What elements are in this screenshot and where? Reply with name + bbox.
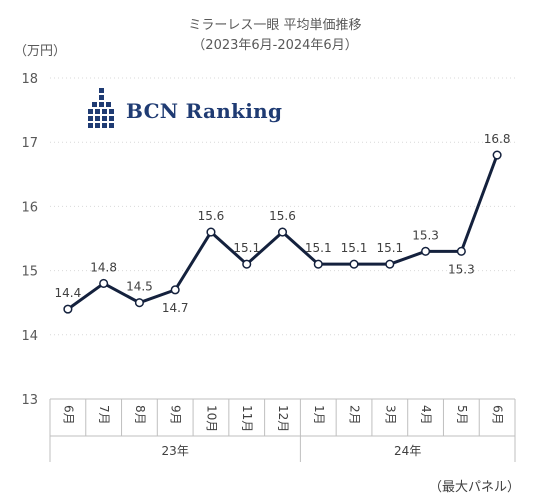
data-label: 15.3: [448, 262, 475, 276]
footnote: （最大パネル）: [428, 480, 520, 495]
x-tick-label: 3月: [383, 405, 397, 425]
x-group-label: 23年: [162, 444, 189, 458]
data-point: [349, 259, 359, 269]
y-tick-label: 15: [21, 265, 38, 280]
data-point: [313, 259, 323, 269]
data-label: 15.1: [233, 241, 260, 255]
data-label: 15.1: [376, 241, 403, 255]
x-tick-label: 9月: [169, 405, 183, 425]
data-point: [170, 285, 180, 295]
data-point: [99, 278, 109, 288]
chart-subtitle: （2023年6月-2024年6月）: [192, 38, 358, 53]
x-tick-label: 6月: [61, 405, 75, 425]
y-tick-label: 17: [21, 136, 38, 151]
data-point: [492, 150, 502, 160]
bcn-logo-text: BCN Ranking: [126, 99, 283, 123]
x-tick-label: 4月: [419, 405, 433, 425]
bcn-logo-icon: [88, 88, 114, 128]
y-axis-unit: （万円）: [14, 44, 67, 59]
bcn-logo: BCN Ranking: [88, 88, 282, 134]
data-label: 14.5: [126, 280, 153, 294]
data-label: 14.8: [90, 260, 117, 274]
y-tick-label: 18: [21, 72, 38, 87]
y-tick-label: 14: [21, 329, 38, 344]
x-tick-label: 2月: [348, 405, 362, 425]
data-label: 15.1: [305, 241, 332, 255]
data-point: [456, 246, 466, 256]
x-group-label: 24年: [394, 444, 421, 458]
y-tick-label: 16: [21, 200, 38, 215]
x-tick-label: 5月: [455, 405, 469, 425]
data-point: [277, 227, 288, 237]
x-tick-label: 11月: [240, 405, 254, 432]
data-point: [421, 246, 431, 256]
x-tick-label: 7月: [97, 405, 111, 425]
data-label: 14.7: [162, 301, 189, 315]
x-tick-label: 10月: [204, 405, 218, 432]
y-tick-label: 13: [21, 393, 38, 408]
data-label: 15.3: [412, 228, 439, 242]
chart-title: ミラーレス一眼 平均単価推移: [188, 18, 362, 33]
x-tick-label: 1月: [312, 405, 326, 425]
data-label: 15.6: [198, 209, 225, 223]
x-tick-label: 12月: [276, 405, 290, 432]
data-point: [134, 298, 144, 308]
x-tick-label: 8月: [133, 405, 147, 425]
data-label: 15.6: [269, 209, 296, 223]
data-point: [385, 259, 395, 269]
data-point: [63, 304, 73, 314]
data-label: 16.8: [484, 132, 511, 146]
x-tick-label: 6月: [491, 405, 505, 425]
data-point: [206, 227, 216, 237]
data-label: 14.4: [55, 286, 82, 300]
data-point: [242, 259, 252, 269]
data-label: 15.1: [341, 241, 368, 255]
